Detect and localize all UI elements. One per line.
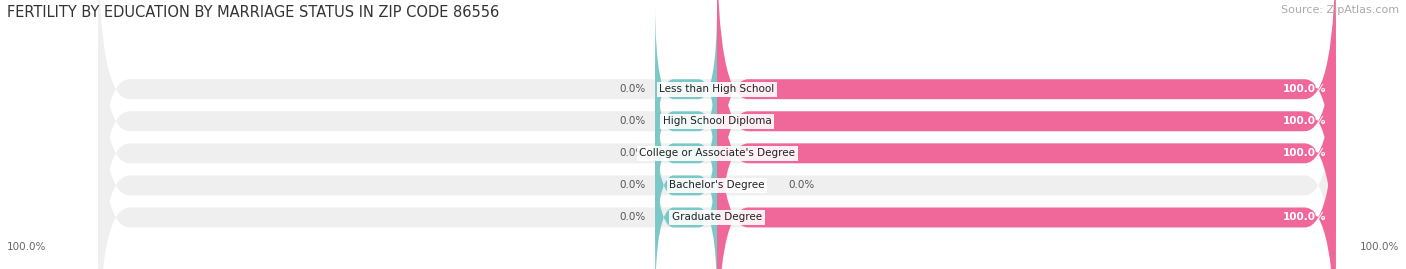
Text: 0.0%: 0.0% — [620, 180, 645, 190]
Text: 100.0%: 100.0% — [1360, 242, 1399, 253]
FancyBboxPatch shape — [655, 3, 717, 175]
Text: 0.0%: 0.0% — [620, 213, 645, 222]
FancyBboxPatch shape — [655, 67, 717, 240]
FancyBboxPatch shape — [98, 0, 1336, 240]
FancyBboxPatch shape — [717, 0, 1336, 240]
Text: Graduate Degree: Graduate Degree — [672, 213, 762, 222]
Text: 0.0%: 0.0% — [620, 116, 645, 126]
FancyBboxPatch shape — [717, 0, 1336, 269]
FancyBboxPatch shape — [98, 0, 1336, 269]
FancyBboxPatch shape — [98, 3, 1336, 269]
Text: 0.0%: 0.0% — [620, 148, 645, 158]
Text: Bachelor's Degree: Bachelor's Degree — [669, 180, 765, 190]
Text: 100.0%: 100.0% — [1282, 213, 1326, 222]
Text: Source: ZipAtlas.com: Source: ZipAtlas.com — [1281, 5, 1399, 15]
FancyBboxPatch shape — [655, 131, 717, 269]
Text: 100.0%: 100.0% — [1282, 116, 1326, 126]
FancyBboxPatch shape — [98, 35, 1336, 269]
FancyBboxPatch shape — [717, 67, 1336, 269]
Text: 100.0%: 100.0% — [7, 242, 46, 253]
FancyBboxPatch shape — [98, 67, 1336, 269]
Text: 100.0%: 100.0% — [1282, 84, 1326, 94]
Text: College or Associate's Degree: College or Associate's Degree — [640, 148, 794, 158]
Text: FERTILITY BY EDUCATION BY MARRIAGE STATUS IN ZIP CODE 86556: FERTILITY BY EDUCATION BY MARRIAGE STATU… — [7, 5, 499, 20]
FancyBboxPatch shape — [717, 3, 1336, 269]
Text: 0.0%: 0.0% — [620, 84, 645, 94]
Text: Less than High School: Less than High School — [659, 84, 775, 94]
Text: 100.0%: 100.0% — [1282, 148, 1326, 158]
FancyBboxPatch shape — [655, 35, 717, 208]
Text: 0.0%: 0.0% — [789, 180, 814, 190]
FancyBboxPatch shape — [655, 99, 717, 269]
Text: High School Diploma: High School Diploma — [662, 116, 772, 126]
